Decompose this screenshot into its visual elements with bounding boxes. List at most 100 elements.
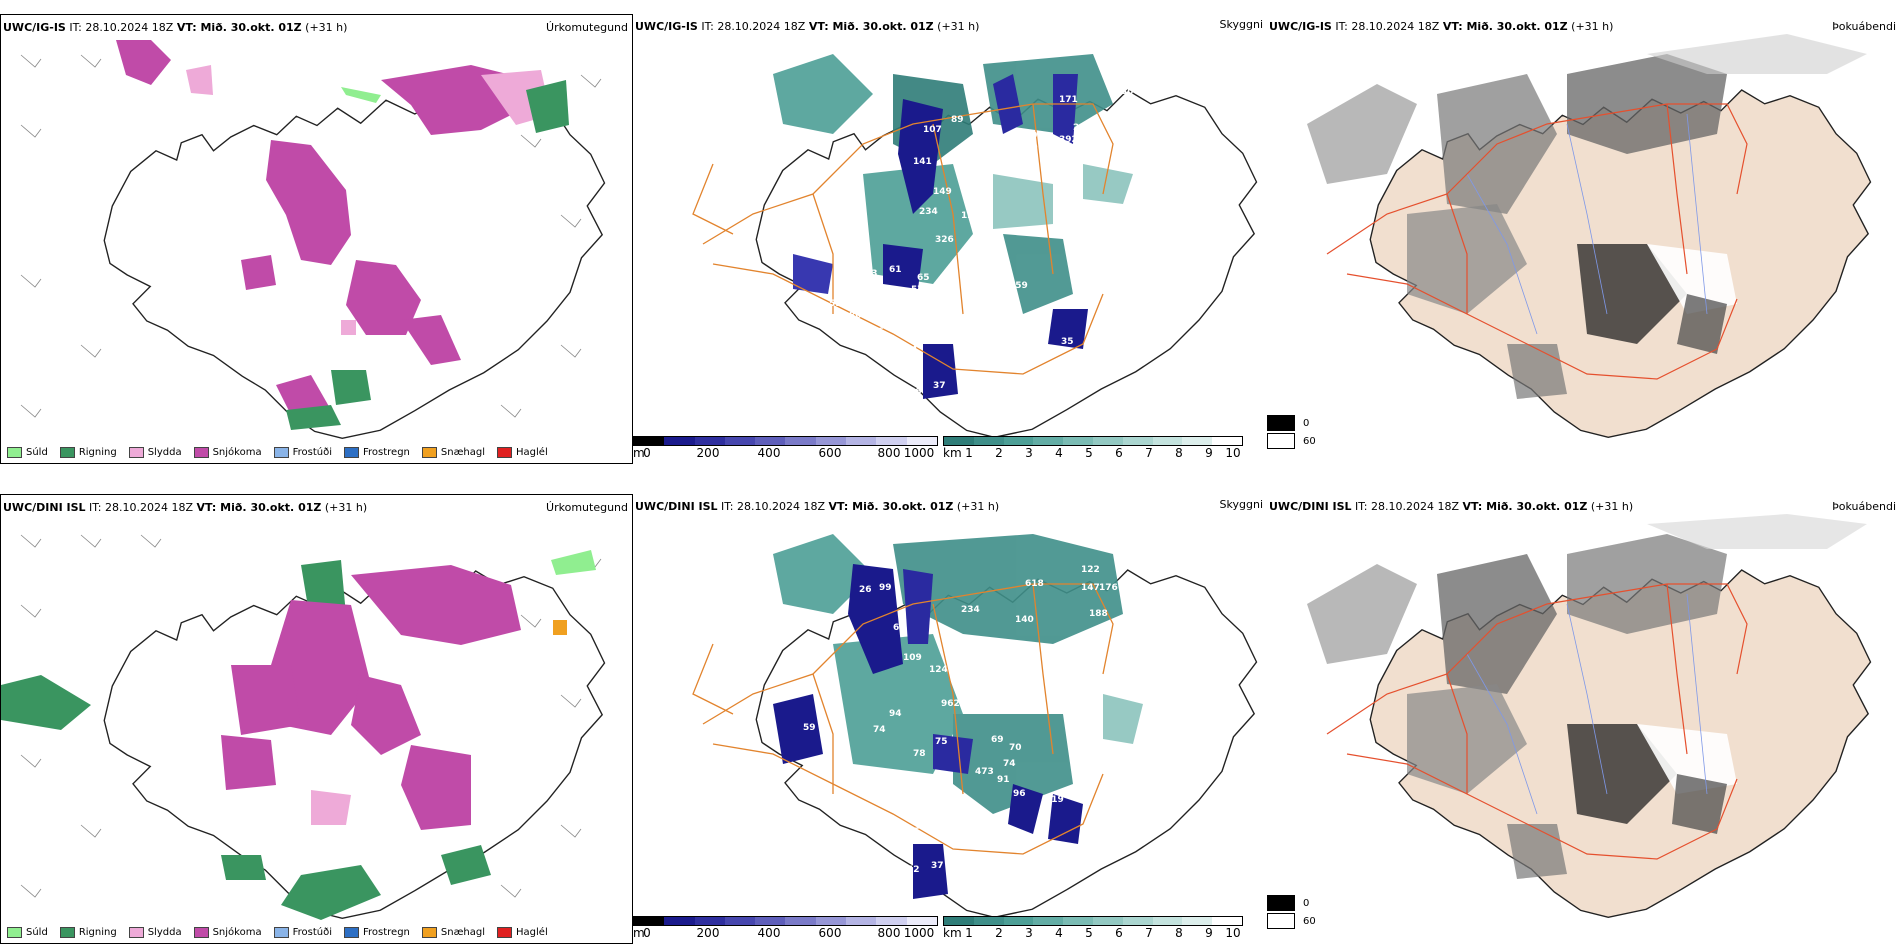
tick-label: 1000 bbox=[903, 446, 935, 460]
ceiling-value: 37 bbox=[931, 861, 944, 871]
legend-swatch bbox=[497, 927, 513, 938]
valid-time: VT: Mið. 30.okt. 01Z bbox=[1462, 500, 1588, 513]
ceiling-value: 70 bbox=[1009, 743, 1022, 753]
ceiling-value: 74 bbox=[1003, 759, 1016, 769]
ceiling-value: 124 bbox=[929, 665, 948, 675]
ceiling-value: 171 bbox=[1059, 95, 1078, 105]
ceiling-value: 73 bbox=[963, 147, 976, 157]
panel-title: UWC/IG-IS IT: 28.10.2024 18Z VT: Mið. 30… bbox=[635, 20, 979, 33]
tick-label: 4 bbox=[1055, 446, 1063, 460]
model-name: UWC/IG-IS bbox=[3, 21, 66, 34]
ceiling-map-row1: 455 180 107 89 73 171 300 495 220 392 34… bbox=[692, 54, 1258, 438]
legend-swatch bbox=[344, 927, 359, 938]
ceiling-value: 127 bbox=[961, 211, 980, 221]
fog-scale-row1: 0 60 bbox=[1267, 414, 1316, 450]
visibility-ticks: 1 2 3 4 5 6 7 8 9 10 bbox=[943, 446, 1243, 460]
init-time: IT: 28.10.2024 18Z bbox=[721, 500, 826, 513]
valid-time: VT: Mið. 30.okt. 01Z bbox=[176, 21, 302, 34]
lead-time: (+31 h) bbox=[324, 501, 368, 514]
legend-item-freezing-rain: Frostregn bbox=[344, 447, 410, 458]
legend-label: Rigning bbox=[78, 927, 117, 938]
ceiling-value: 176 bbox=[865, 327, 884, 337]
lead-time: (+31 h) bbox=[937, 20, 980, 33]
model-name: UWC/IG-IS bbox=[1269, 20, 1332, 33]
ceiling-value: 145 bbox=[1011, 321, 1030, 331]
ceiling-value: 107 bbox=[923, 125, 942, 135]
visibility-ticks: 1 2 3 4 5 6 7 8 9 10 bbox=[943, 926, 1243, 940]
tick-label: 5 bbox=[1085, 926, 1093, 940]
panel-label: Skyggni bbox=[1219, 18, 1263, 31]
ceiling-ticks: 0 200 400 600 800 1000 bbox=[633, 926, 938, 940]
legend-swatch bbox=[59, 447, 75, 458]
panel-label: Úrkomutegund bbox=[546, 501, 628, 514]
ceiling-value: 167 bbox=[993, 271, 1012, 281]
ceiling-ticks: 0 200 400 600 800 1000 bbox=[633, 446, 938, 460]
road-network bbox=[1326, 583, 1748, 860]
tick-label: 1 bbox=[965, 926, 973, 940]
legend-item-rain: Rigning bbox=[59, 927, 117, 938]
panel-title: UWC/DINI ISL IT: 28.10.2024 18Z VT: Mið.… bbox=[1269, 500, 1633, 513]
ceiling-value: 180 bbox=[759, 133, 778, 143]
valid-time: VT: Mið. 30.okt. 01Z bbox=[1442, 20, 1568, 33]
tick-label: 1000 bbox=[903, 926, 935, 940]
fog-scale-value: 0 bbox=[1303, 417, 1310, 429]
ceiling-value: 94 bbox=[905, 345, 918, 355]
ceiling-value: 91 bbox=[741, 587, 754, 597]
ceiling-value: 149 bbox=[933, 187, 952, 197]
model-name: UWC/DINI ISL bbox=[3, 501, 86, 514]
tick-label: 8 bbox=[1175, 926, 1183, 940]
ceiling-value: 145 bbox=[901, 827, 920, 837]
init-time: IT: 28.10.2024 18Z bbox=[1335, 20, 1440, 33]
tick-label: 7 bbox=[1145, 446, 1153, 460]
ceiling-value: 188 bbox=[1089, 609, 1108, 619]
tick-label: 5 bbox=[1085, 446, 1093, 460]
fog-swatch bbox=[1267, 895, 1295, 911]
panel-label: Skyggni bbox=[1219, 498, 1263, 511]
valid-time: VT: Mið. 30.okt. 01Z bbox=[828, 500, 954, 513]
legend-label: Súld bbox=[26, 447, 48, 458]
tick-label: 7 bbox=[1145, 926, 1153, 940]
fog-scale-value: 0 bbox=[1303, 897, 1310, 909]
ceiling-value: 220 bbox=[1073, 123, 1092, 133]
fog-panel-row1: UWC/IG-IS IT: 28.10.2024 18Z VT: Mið. 30… bbox=[1267, 14, 1900, 464]
ceiling-value: 99 bbox=[879, 583, 892, 593]
legend-swatch bbox=[421, 447, 437, 458]
lead-time: (+31 h) bbox=[1590, 500, 1634, 513]
model-name: UWC/DINI ISL bbox=[635, 500, 718, 513]
precip-map-row1 bbox=[20, 40, 606, 439]
legend-swatch bbox=[128, 447, 144, 458]
ceiling-value: 618 bbox=[1025, 579, 1044, 589]
tick-label: 200 bbox=[696, 446, 720, 460]
ceiling-value: 26 bbox=[859, 585, 872, 595]
ceiling-value: 87 bbox=[995, 309, 1008, 319]
visibility-areas bbox=[773, 534, 1143, 814]
tick-label: 9 bbox=[1205, 446, 1213, 460]
legend-swatch bbox=[193, 927, 209, 938]
ceiling-value: 78 bbox=[867, 769, 880, 779]
legend-item-drizzle: Súld bbox=[7, 447, 48, 458]
lead-time: (+31 h) bbox=[305, 21, 348, 34]
legend-swatch bbox=[7, 447, 22, 458]
ceiling-value: 159 bbox=[1009, 281, 1028, 291]
precip-areas bbox=[1, 550, 596, 920]
tick-label: 800 bbox=[877, 926, 901, 940]
tick-label: 600 bbox=[818, 446, 842, 460]
valid-time: VT: Mið. 30.okt. 01Z bbox=[808, 20, 934, 33]
river-network bbox=[1466, 113, 1708, 335]
ceiling-colorbar bbox=[633, 916, 938, 926]
ceiling-value: 109 bbox=[903, 653, 922, 663]
fog-scale-item: 0 bbox=[1267, 414, 1316, 432]
precip-areas bbox=[116, 40, 569, 430]
legend-label: Súld bbox=[26, 927, 48, 938]
ceiling-value: 74 bbox=[873, 725, 886, 735]
ceiling-value: 96 bbox=[1013, 789, 1026, 799]
ceiling-value: 65 bbox=[917, 273, 930, 283]
legend-item-freezing-drizzle: Frostúði bbox=[273, 447, 332, 458]
ceiling-value: 455 bbox=[739, 73, 758, 83]
lead-time: (+31 h) bbox=[1571, 20, 1614, 33]
fog-swatch bbox=[1267, 415, 1295, 431]
legend-item-snow: Snjókoma bbox=[193, 447, 262, 458]
ceiling-value: 962 bbox=[941, 699, 960, 709]
fog-swatch bbox=[1267, 913, 1295, 929]
ceiling-value: 147 bbox=[1081, 583, 1100, 593]
